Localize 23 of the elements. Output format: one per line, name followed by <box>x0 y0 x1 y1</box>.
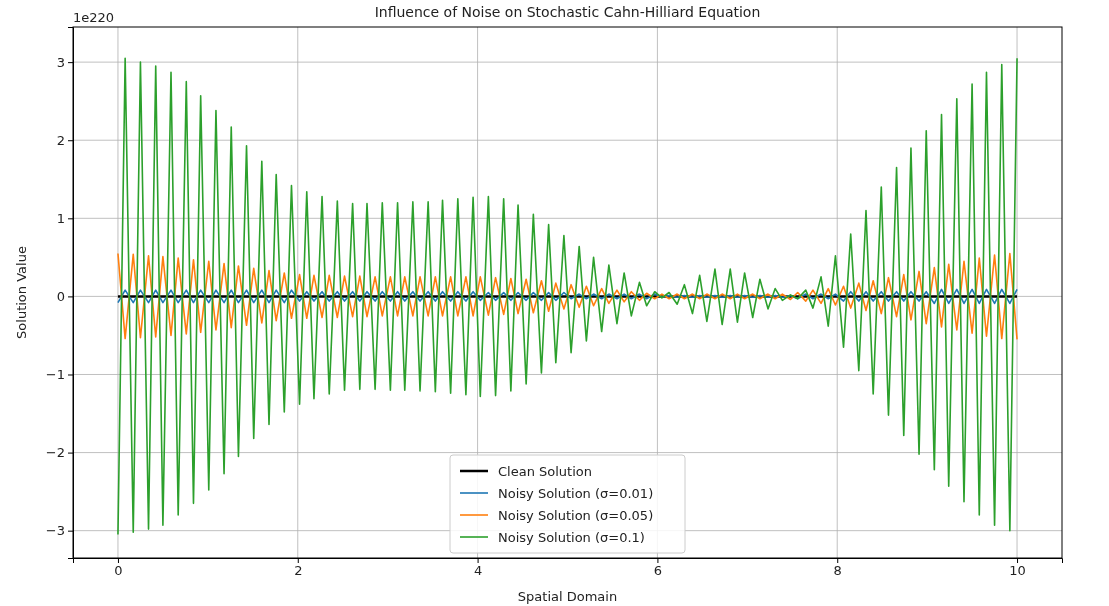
x-tick-label: 6 <box>653 563 663 579</box>
legend-label: Noisy Solution (σ=0.01) <box>498 486 654 501</box>
x-tick-label: 4 <box>473 563 483 579</box>
legend-label: Noisy Solution (σ=0.1) <box>498 530 645 545</box>
x-tick-label: 0 <box>114 563 123 579</box>
legend-label: Noisy Solution (σ=0.05) <box>498 508 654 523</box>
x-tick-label: 10 <box>1009 563 1026 579</box>
y-tick-label: 1 <box>56 210 65 226</box>
y-axis-title: Solution Value <box>14 246 29 339</box>
line-series <box>117 288 1018 305</box>
x-axis-title: Spatial Domain <box>517 589 618 604</box>
legend-label: Clean Solution <box>498 464 592 479</box>
y-tick-label: −1 <box>45 367 65 383</box>
y-tick-label: −2 <box>45 445 65 461</box>
x-tick-label: 2 <box>294 563 303 579</box>
chart-title: Influence of Noise on Stochastic Cahn-Hilliard Equation <box>374 4 761 20</box>
y-tick-label: 2 <box>56 132 65 148</box>
y-tick-label: 3 <box>56 54 65 70</box>
y-tick-label: −3 <box>45 523 65 539</box>
y-tick-label: 0 <box>56 289 65 305</box>
x-tick-label: 8 <box>833 563 842 579</box>
text: 1e220 <box>73 10 115 25</box>
line-series <box>117 252 1018 341</box>
